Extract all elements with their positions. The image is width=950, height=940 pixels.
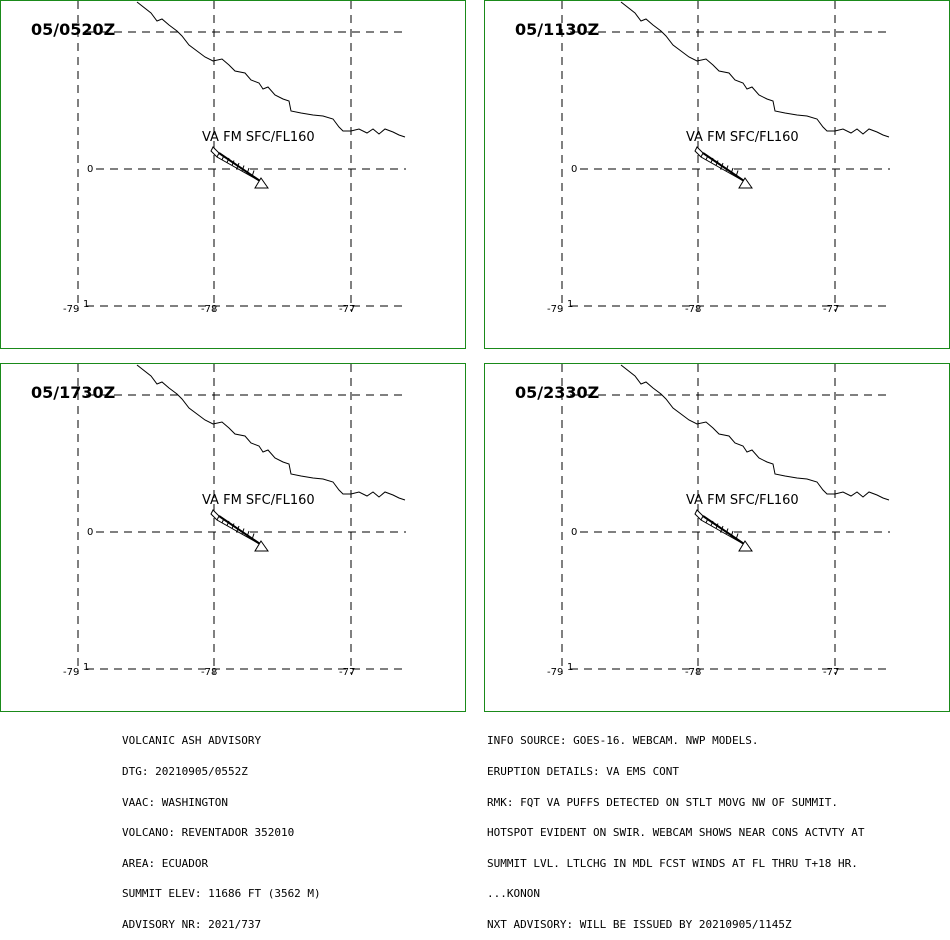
advisory-header-text: VOLCANIC ASH ADVISORY DTG: 20210905/0552… xyxy=(122,716,321,940)
advisory-remarks-text: INFO SOURCE: GOES-16. WEBCAM. NWP MODELS… xyxy=(487,716,865,940)
map-canvas: 05/0520Z VA FM SFC/FL160 0 -79 -78 -77 1 xyxy=(31,1,406,315)
lon-label: -79 xyxy=(547,304,563,315)
forecast-panel: 05/2330Z VA FM SFC/FL160 0 -79 -78 -77 1 xyxy=(484,363,950,712)
advisory-line: VOLCANO: REVENTADOR 352010 xyxy=(122,826,295,840)
lat-label-south: 1 xyxy=(567,299,573,310)
lat-label: 0 xyxy=(87,527,93,538)
advisory-line: RMK: FQT VA PUFFS DETECTED ON STLT MOVG … xyxy=(487,795,838,809)
volcano-icon xyxy=(254,177,269,189)
valid-time-label: 05/2330Z xyxy=(515,383,599,402)
lon-label: -78 xyxy=(685,304,701,315)
advisory-line: AREA: ECUADOR xyxy=(122,856,209,870)
ash-layer-label: VA FM SFC/FL160 xyxy=(686,130,799,145)
volcano-icon xyxy=(738,540,753,552)
ash-cloud-polygon xyxy=(694,146,748,184)
country-border xyxy=(620,1,890,138)
valid-time-label: 05/0520Z xyxy=(31,20,115,39)
map-canvas: 05/1130Z VA FM SFC/FL160 0 -79 -78 -77 1 xyxy=(515,1,890,315)
lon-label: -78 xyxy=(685,667,701,678)
lat-label: 0 xyxy=(571,164,577,175)
advisory-line: DTG: 20210905/0552Z xyxy=(122,765,248,778)
map-canvas: 05/2330Z VA FM SFC/FL160 0 -79 -78 -77 1 xyxy=(515,364,890,678)
ash-cloud-polygon xyxy=(210,146,264,184)
lat-label-south: 1 xyxy=(83,299,89,310)
lon-label: -79 xyxy=(63,304,79,315)
lon-label: -79 xyxy=(547,667,563,678)
lat-label: 0 xyxy=(87,164,93,175)
advisory-line: INFO SOURCE: GOES-16. WEBCAM. NWP MODELS… xyxy=(487,734,759,748)
forecast-panel: 05/0520Z VA FM SFC/FL160 0 -79 -78 -77 1 xyxy=(0,0,466,349)
advisory-line: SUMMIT ELEV: 11686 FT (3562 M) xyxy=(122,887,321,901)
advisory-line: SUMMIT LVL. LTLCHG IN MDL FCST WINDS AT … xyxy=(487,856,858,870)
ash-layer-label: VA FM SFC/FL160 xyxy=(686,493,799,508)
lon-label: -79 xyxy=(63,667,79,678)
lon-label: -78 xyxy=(201,667,217,678)
advisory-line: ADVISORY NR: 2021/737 xyxy=(122,917,262,931)
country-border xyxy=(620,364,890,501)
advisory-line: HOTSPOT EVIDENT ON SWIR. WEBCAM SHOWS NE… xyxy=(487,826,865,840)
volcano-icon xyxy=(738,177,753,189)
map-canvas: 05/1730Z VA FM SFC/FL160 0 -79 -78 -77 1 xyxy=(31,364,406,678)
country-border xyxy=(136,364,406,501)
ash-cloud-polygon xyxy=(210,509,264,547)
lat-label: 0 xyxy=(571,527,577,538)
lon-label: -78 xyxy=(201,304,217,315)
valid-time-label: 05/1730Z xyxy=(31,383,115,402)
lon-label: -77 xyxy=(823,304,839,315)
ash-layer-label: VA FM SFC/FL160 xyxy=(202,493,315,508)
forecast-panel: 05/1130Z VA FM SFC/FL160 0 -79 -78 -77 1 xyxy=(484,0,950,349)
volcano-icon xyxy=(254,540,269,552)
advisory-line: VAAC: WASHINGTON xyxy=(122,795,228,809)
lon-label: -77 xyxy=(339,304,355,315)
advisory-line: ERUPTION DETAILS: VA EMS CONT xyxy=(487,765,680,778)
ash-cloud-polygon xyxy=(694,509,748,547)
lat-label-south: 1 xyxy=(567,662,573,673)
ash-layer-label: VA FM SFC/FL160 xyxy=(202,130,315,145)
advisory-line: ...KONON xyxy=(487,887,540,901)
lon-label: -77 xyxy=(339,667,355,678)
valid-time-label: 05/1130Z xyxy=(515,20,599,39)
lon-label: -77 xyxy=(823,667,839,678)
advisory-line: NXT ADVISORY: WILL BE ISSUED BY 20210905… xyxy=(487,917,792,931)
forecast-panel: 05/1730Z VA FM SFC/FL160 0 -79 -78 -77 1 xyxy=(0,363,466,712)
lat-label-south: 1 xyxy=(83,662,89,673)
advisory-line: VOLCANIC ASH ADVISORY xyxy=(122,734,262,748)
country-border xyxy=(136,1,406,138)
